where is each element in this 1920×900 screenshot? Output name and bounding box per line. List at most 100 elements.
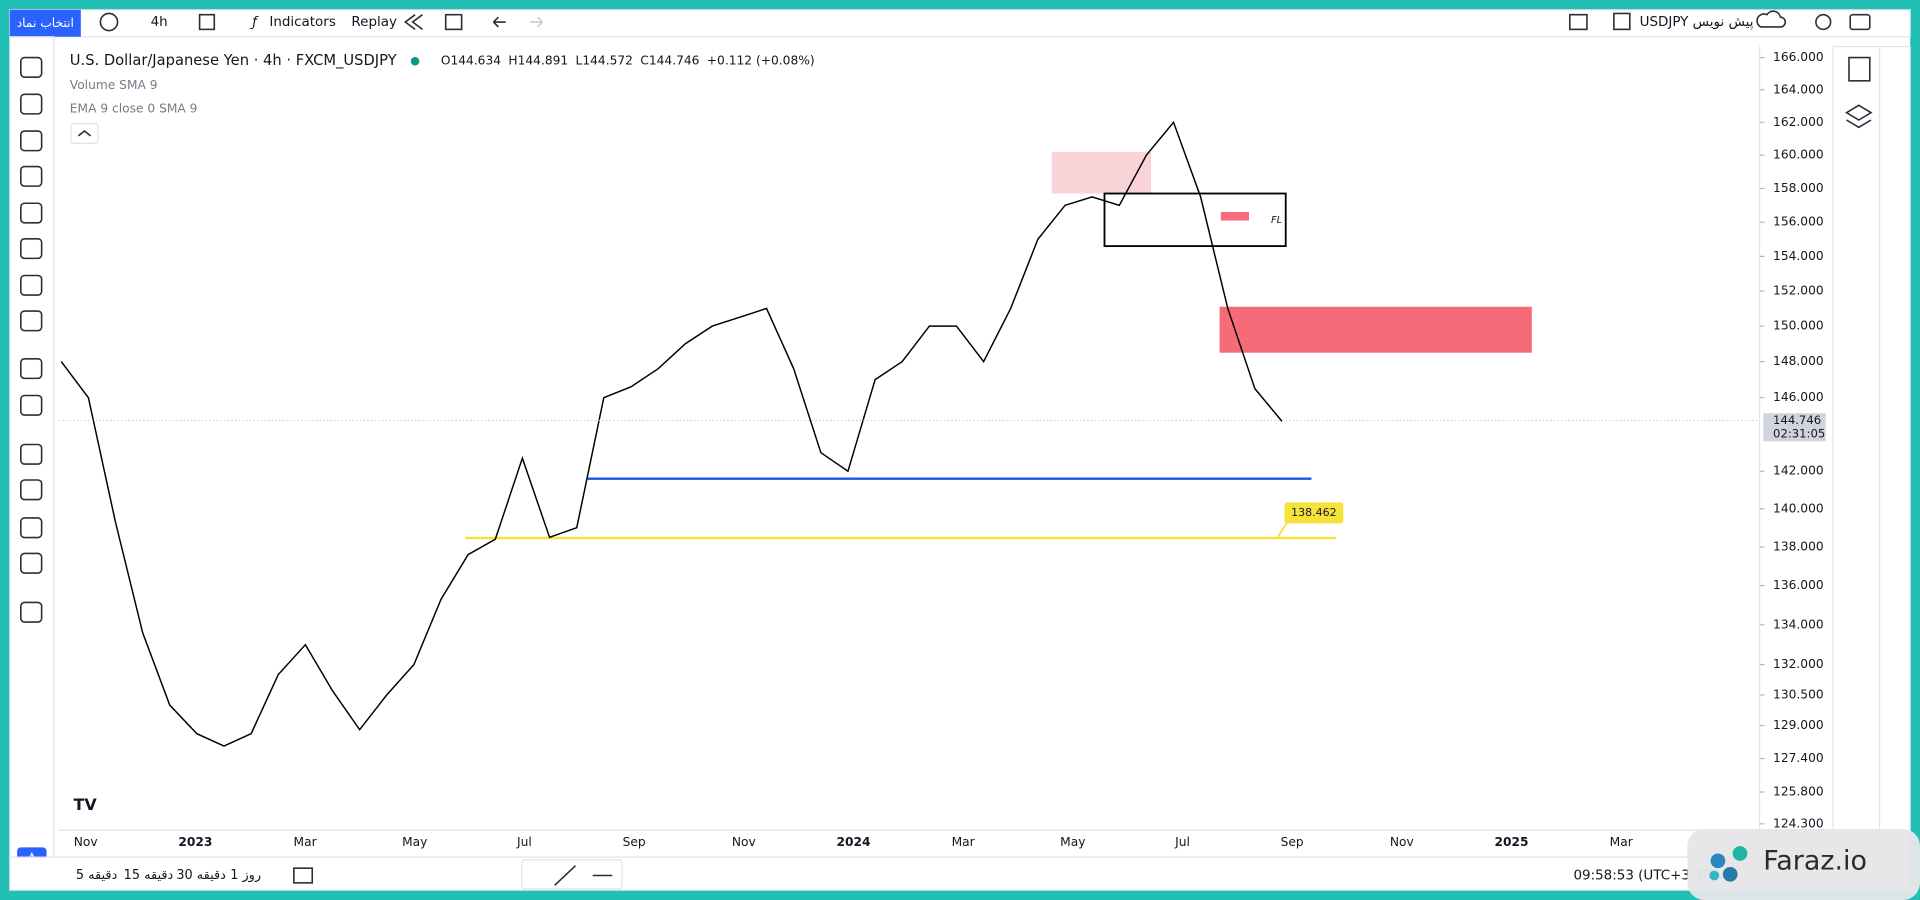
chart-style[interactable] — [198, 13, 216, 31]
x-tick-label: Mar — [1610, 835, 1634, 849]
watermark: Faraz.io — [1763, 846, 1867, 877]
zone — [1051, 151, 1152, 194]
x-tick-label: Jul — [516, 835, 532, 849]
date-range[interactable] — [293, 867, 314, 884]
timeframe[interactable]: 1 روز — [230, 868, 261, 883]
y-tick-label: 138.000 — [1773, 539, 1824, 553]
collapse-icon[interactable] — [77, 130, 92, 137]
tool-6[interactable] — [20, 274, 43, 296]
drawing-favorite-tools[interactable] — [554, 865, 613, 886]
tool-14[interactable] — [20, 601, 43, 623]
watermark-logo — [1709, 846, 1748, 882]
zone — [1220, 212, 1249, 221]
indicators[interactable]: Indicators — [269, 15, 335, 30]
tool-3[interactable] — [20, 165, 43, 187]
settings[interactable] — [1815, 13, 1832, 31]
x-tick-label: Sep — [623, 835, 646, 849]
x-tick-label: May — [1060, 835, 1085, 849]
add-symbol[interactable] — [99, 12, 119, 32]
layouts[interactable] — [444, 13, 463, 31]
ohlc-value: C144.746 — [640, 54, 699, 68]
replay-icon[interactable] — [403, 14, 423, 31]
y-tick-label: 156.000 — [1773, 215, 1824, 229]
ohlc-value: O144.634 — [441, 54, 501, 68]
drawing-tools — [20, 56, 43, 623]
interval[interactable]: 4h — [151, 15, 168, 30]
tool-2[interactable] — [20, 130, 43, 152]
y-tick-label: 164.000 — [1773, 82, 1824, 96]
y-tick-label: 127.400 — [1773, 751, 1824, 765]
zone — [1103, 192, 1287, 248]
ohlc-value: +0.112 (+0.08%) — [707, 54, 815, 68]
clock: 09:58:53 (UTC+3:30) — [1573, 869, 1716, 884]
indicators-icon[interactable]: ƒ — [249, 15, 259, 30]
snapshot[interactable] — [1849, 13, 1871, 31]
expand[interactable] — [1613, 12, 1631, 31]
series-layer: FL 138.462 — [60, 120, 1532, 747]
x-tick-label: Nov — [74, 835, 98, 849]
fullscreen-toggle[interactable] — [1569, 13, 1588, 31]
timeframe[interactable]: 30 دقیقه — [176, 868, 226, 883]
y-tick-label: 152.000 — [1773, 284, 1824, 298]
y-tick-label: 124.300 — [1773, 816, 1824, 830]
tool-4[interactable] — [20, 202, 43, 224]
cloud-save[interactable] — [1756, 10, 1787, 28]
symbol-button-label[interactable]: انتخاب نماد — [17, 16, 74, 30]
price-line — [60, 120, 1283, 747]
y-tick-label: 132.000 — [1773, 657, 1824, 671]
timeframe[interactable]: 15 دقیقه — [124, 868, 174, 883]
y-tick-label: 160.000 — [1773, 148, 1824, 162]
x-tick-label: Nov — [1390, 835, 1414, 849]
tool-13[interactable] — [20, 552, 43, 574]
zone-label: FL — [1271, 215, 1282, 226]
ohlc-value: L144.572 — [576, 54, 633, 68]
left-toolbar — [9, 36, 55, 858]
x-tick-label: Mar — [294, 835, 318, 849]
tool-9[interactable] — [20, 394, 43, 416]
object-tree[interactable] — [1844, 104, 1873, 129]
tool-1[interactable] — [20, 93, 43, 115]
undo[interactable] — [492, 16, 506, 28]
legend: O144.634 H144.891 L144.572 C144.746 +0.112 (… — [70, 54, 815, 116]
ohlc-value: H144.891 — [508, 54, 568, 68]
replay[interactable]: Replay — [351, 15, 397, 30]
bottom-bar — [9, 856, 1911, 891]
redo[interactable] — [530, 16, 544, 28]
drawing-favorites — [521, 858, 623, 890]
right-toolbar — [1832, 45, 1881, 858]
x-tick-label: 2025 — [1495, 835, 1529, 849]
layout-name[interactable]: USDJPY پیش نویس — [1640, 15, 1754, 30]
plot-area — [58, 46, 1760, 831]
tool-11[interactable] — [20, 479, 43, 501]
y-tick-label: 136.000 — [1773, 578, 1824, 592]
x-tick-label: May — [402, 835, 427, 849]
y-tick-label: 129.000 — [1773, 718, 1824, 732]
symbol-button[interactable] — [9, 9, 81, 37]
y-tick-label: 134.000 — [1773, 617, 1824, 631]
indicator-name: EMA 9 close 0 SMA 9 — [70, 101, 198, 115]
tool-7[interactable] — [20, 310, 43, 332]
tool-5[interactable] — [20, 237, 43, 260]
countdown: 02:31:05 — [1773, 426, 1825, 440]
market-status — [410, 56, 420, 66]
y-tick-label: 142.000 — [1773, 464, 1824, 478]
tool-10[interactable] — [20, 443, 43, 465]
chart-title: U.S. Dollar/Japanese Yen · 4h · FXCM_USD… — [70, 52, 397, 69]
top-toolbar — [9, 9, 1911, 38]
tool-12[interactable] — [20, 517, 43, 539]
y-tick-label: 158.000 — [1773, 181, 1824, 195]
callout-pointer — [1276, 520, 1289, 539]
y-tick-label: 146.000 — [1773, 390, 1824, 404]
y-tick-label: 154.000 — [1773, 249, 1824, 263]
side-panel — [1878, 45, 1911, 858]
watchlist[interactable] — [1848, 56, 1871, 82]
timeframe[interactable]: 5 دقیقه — [76, 868, 117, 883]
y-tick-label: 140.000 — [1773, 501, 1824, 515]
tool-8[interactable] — [20, 357, 43, 380]
y-tick-label: 130.500 — [1773, 687, 1824, 701]
collapse-legend[interactable] — [70, 123, 99, 144]
tool-0[interactable] — [20, 56, 43, 78]
x-tick-label: 2024 — [836, 835, 870, 849]
